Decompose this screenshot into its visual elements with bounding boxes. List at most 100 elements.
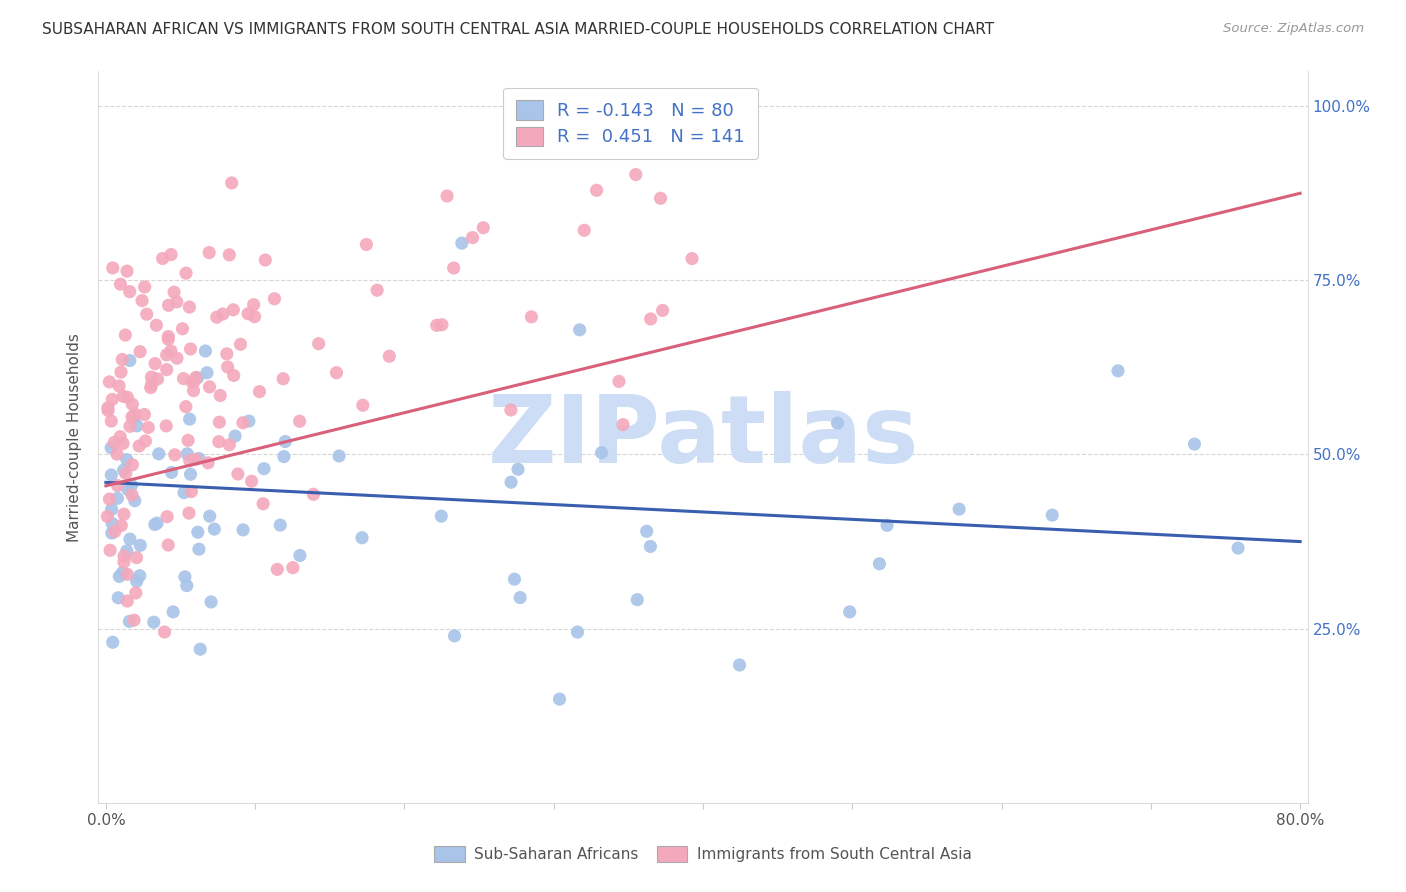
Point — [97, 401, 120, 415]
Point — [179, 453, 201, 467]
Point — [108, 430, 131, 444]
Point — [129, 538, 152, 552]
Point — [107, 591, 129, 605]
Point — [221, 176, 243, 190]
Point — [212, 307, 235, 321]
Point — [1184, 437, 1206, 451]
Point — [243, 310, 266, 324]
Point — [101, 516, 124, 531]
Point — [574, 107, 596, 121]
Point — [352, 398, 374, 412]
Point — [100, 467, 122, 482]
Point — [224, 429, 246, 443]
Point — [101, 260, 124, 275]
Point — [172, 322, 194, 336]
Point — [162, 605, 184, 619]
Point — [146, 516, 169, 530]
Point — [827, 416, 849, 430]
Point — [180, 484, 202, 499]
Point — [101, 526, 124, 541]
Point — [350, 531, 373, 545]
Point — [142, 615, 165, 630]
Point — [650, 191, 672, 205]
Point — [112, 436, 135, 450]
Point — [281, 560, 304, 574]
Point — [1227, 541, 1250, 555]
Point — [624, 168, 647, 182]
Point — [366, 283, 388, 297]
Point — [157, 538, 180, 552]
Point — [177, 506, 200, 520]
Point — [143, 517, 166, 532]
Point — [612, 417, 634, 432]
Point — [98, 375, 121, 389]
Point — [174, 570, 197, 584]
Point — [179, 300, 201, 314]
Point — [121, 488, 143, 502]
Point — [636, 524, 658, 539]
Point — [117, 567, 139, 582]
Point — [177, 434, 200, 448]
Point — [183, 374, 205, 388]
Point — [104, 524, 127, 539]
Point — [252, 497, 274, 511]
Point — [232, 416, 254, 430]
Point — [118, 419, 141, 434]
Point — [229, 337, 252, 351]
Point — [160, 466, 183, 480]
Point — [274, 434, 297, 449]
Point — [176, 578, 198, 592]
Point — [176, 447, 198, 461]
Point — [602, 129, 624, 144]
Point — [125, 418, 148, 433]
Text: ZIPatlas: ZIPatlas — [488, 391, 918, 483]
Point — [173, 485, 195, 500]
Point — [117, 594, 139, 608]
Point — [218, 438, 240, 452]
Point — [325, 366, 347, 380]
Point — [110, 365, 132, 379]
Point — [269, 518, 291, 533]
Point — [238, 414, 260, 428]
Point — [157, 298, 180, 312]
Point — [181, 375, 204, 389]
Point — [179, 412, 201, 426]
Point — [509, 591, 531, 605]
Point — [105, 491, 128, 506]
Point — [266, 562, 288, 576]
Point — [174, 266, 197, 280]
Point — [461, 230, 484, 244]
Point — [97, 403, 120, 417]
Point — [254, 252, 277, 267]
Point — [450, 236, 472, 251]
Point — [103, 435, 125, 450]
Point — [640, 312, 662, 326]
Point — [426, 318, 449, 333]
Point — [112, 555, 135, 569]
Text: SUBSAHARAN AFRICAN VS IMMIGRANTS FROM SOUTH CENTRAL ASIA MARRIED-COUPLE HOUSEHOL: SUBSAHARAN AFRICAN VS IMMIGRANTS FROM SO… — [42, 22, 994, 37]
Point — [157, 332, 180, 346]
Point — [1040, 508, 1063, 522]
Point — [198, 245, 221, 260]
Point — [135, 307, 157, 321]
Point — [128, 439, 150, 453]
Point — [155, 418, 177, 433]
Point — [215, 347, 238, 361]
Point — [651, 303, 673, 318]
Point — [288, 414, 311, 428]
Point — [101, 635, 124, 649]
Point — [115, 452, 138, 467]
Point — [197, 456, 219, 470]
Point — [430, 318, 453, 332]
Point — [273, 450, 295, 464]
Point — [160, 247, 183, 261]
Point — [114, 328, 136, 343]
Point — [183, 384, 205, 398]
Point — [868, 557, 890, 571]
Point — [145, 318, 167, 333]
Point — [328, 449, 350, 463]
Point — [506, 462, 529, 476]
Point — [184, 452, 207, 467]
Point — [125, 550, 148, 565]
Point — [117, 483, 139, 497]
